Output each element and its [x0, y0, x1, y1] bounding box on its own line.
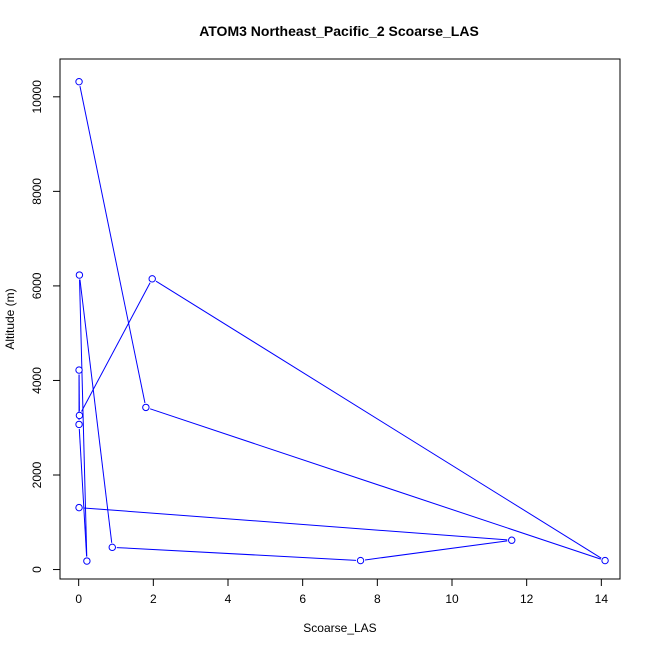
x-axis-label: Scoarse_LAS: [303, 621, 376, 635]
y-tick-label: 10000: [30, 80, 44, 114]
data-point: [601, 556, 609, 565]
series-line-segment: [79, 85, 146, 404]
x-tick-label: 14: [595, 592, 609, 606]
data-point: [75, 420, 83, 429]
y-tick-label: 8000: [30, 178, 44, 205]
y-axis-label: Altitude (m): [3, 288, 17, 349]
data-point: [75, 366, 83, 374]
data-point: [75, 271, 84, 279]
series-line-segment: [149, 408, 601, 560]
series-layer: [75, 77, 609, 565]
y-tick-label: 2000: [30, 461, 44, 488]
x-axis: 0 2 4 6 8 10 12 14: [75, 578, 609, 606]
series-line-segment: [78, 428, 88, 557]
series-line-segment: [155, 280, 602, 559]
data-point: [75, 411, 84, 420]
y-tick-label: 4000: [30, 367, 44, 394]
series-line-segment: [83, 507, 508, 541]
data-point: [83, 557, 91, 565]
series-line-segment: [116, 547, 357, 561]
x-tick-label: 0: [75, 592, 82, 606]
series-line-segment: [364, 540, 508, 561]
chart-title: ATOM3 Northeast_Pacific_2 Scoarse_LAS: [199, 23, 479, 39]
data-point: [148, 275, 156, 283]
data-point: [75, 503, 83, 512]
x-tick-label: 2: [150, 592, 157, 606]
series-line-segment: [79, 279, 88, 557]
x-tick-label: 4: [225, 592, 232, 606]
data-point: [142, 403, 150, 412]
data-point: [108, 543, 116, 552]
plot-frame: [59, 58, 621, 580]
y-tick-label: 6000: [30, 272, 44, 299]
data-point: [75, 77, 83, 86]
data-point: [508, 536, 516, 544]
series-line-segment: [79, 279, 113, 543]
series-line-segment: [81, 282, 151, 412]
y-tick-label: 0: [30, 566, 44, 573]
data-point: [356, 556, 365, 565]
y-axis: 0 2000 4000 6000 8000 10000: [30, 80, 61, 573]
x-tick-label: 6: [299, 592, 306, 606]
x-tick-label: 12: [520, 592, 534, 606]
x-tick-label: 10: [445, 592, 459, 606]
x-tick-label: 8: [374, 592, 381, 606]
